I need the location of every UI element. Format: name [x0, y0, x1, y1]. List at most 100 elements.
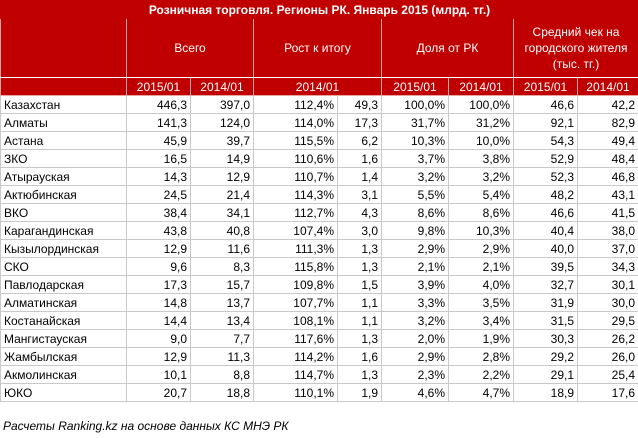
- growth-percent-cell: 115,5%: [253, 131, 338, 150]
- table-row: Карагандинская 43,8 40,8 107,4% 3,0 9,8% 10,3%…: [0, 221, 638, 240]
- avg-check-2014-cell: 82,9: [577, 113, 638, 132]
- share-2015-cell: 2,0%: [381, 329, 449, 348]
- subheader-cell: 2015/01: [513, 77, 578, 96]
- growth-value-cell: 49,3: [337, 95, 382, 114]
- region-cell: СКО: [0, 257, 127, 276]
- region-cell: Павлодарская: [0, 275, 127, 294]
- growth-value-cell: 3,1: [337, 185, 382, 204]
- avg-check-2015-cell: 46,6: [513, 203, 578, 222]
- share-2015-cell: 31,7%: [381, 113, 449, 132]
- avg-check-2014-cell: 43,1: [577, 185, 638, 204]
- growth-value-cell: 3,0: [337, 221, 382, 240]
- region-cell: ЮКО: [0, 383, 127, 402]
- region-cell: Астана: [0, 131, 127, 150]
- avg-check-2014-cell: 41,5: [577, 203, 638, 222]
- share-2014-cell: 10,0%: [448, 131, 514, 150]
- growth-value-cell: 1,1: [337, 293, 382, 312]
- header-growth: Рост к итогу: [253, 18, 382, 78]
- region-cell: ВКО: [0, 203, 127, 222]
- growth-value-cell: 1,4: [337, 167, 382, 186]
- growth-percent-cell: 112,4%: [253, 95, 338, 114]
- total-2015-cell: 43,8: [126, 221, 191, 240]
- table-row: ЮКО 20,7 18,8 110,1% 1,9 4,6% 4,7% 18,9 17,6: [0, 383, 638, 402]
- avg-check-2014-cell: 25,4: [577, 365, 638, 384]
- subheader-cell: 2015/01: [381, 77, 449, 96]
- total-2014-cell: 21,4: [190, 185, 254, 204]
- total-2014-cell: 40,8: [190, 221, 254, 240]
- total-2014-cell: 39,7: [190, 131, 254, 150]
- avg-check-2015-cell: 31,5: [513, 311, 578, 330]
- avg-check-2015-cell: 52,9: [513, 149, 578, 168]
- avg-check-2015-cell: 30,3: [513, 329, 578, 348]
- growth-percent-cell: 114,3%: [253, 185, 338, 204]
- avg-check-2014-cell: 30,0: [577, 293, 638, 312]
- growth-percent-cell: 112,7%: [253, 203, 338, 222]
- growth-percent-cell: 114,0%: [253, 113, 338, 132]
- total-2014-cell: 11,6: [190, 239, 254, 258]
- growth-value-cell: 1,3: [337, 257, 382, 276]
- share-2014-cell: 8,6%: [448, 203, 514, 222]
- share-2014-cell: 100,0%: [448, 95, 514, 114]
- share-2015-cell: 4,6%: [381, 383, 449, 402]
- table-row: Актюбинская 24,5 21,4 114,3% 3,1 5,5% 5,4% 48,2…: [0, 185, 638, 204]
- total-2015-cell: 20,7: [126, 383, 191, 402]
- share-2014-cell: 2,9%: [448, 239, 514, 258]
- total-2014-cell: 12,9: [190, 167, 254, 186]
- share-2014-cell: 2,1%: [448, 257, 514, 276]
- avg-check-2014-cell: 30,1: [577, 275, 638, 294]
- total-2015-cell: 9,0: [126, 329, 191, 348]
- growth-value-cell: 1,9: [337, 383, 382, 402]
- growth-value-cell: 1,5: [337, 275, 382, 294]
- total-2014-cell: 7,7: [190, 329, 254, 348]
- share-2015-cell: 100,0%: [381, 95, 449, 114]
- share-2015-cell: 3,2%: [381, 167, 449, 186]
- source-footnote: Расчеты Ranking.kz на основе данных КС М…: [3, 419, 289, 433]
- growth-value-cell: 1,6: [337, 149, 382, 168]
- growth-value-cell: 6,2: [337, 131, 382, 150]
- avg-check-2015-cell: 46,6: [513, 95, 578, 114]
- table-body: Казахстан 446,3 397,0 112,4% 49,3 100,0% 100,0…: [0, 95, 638, 402]
- share-2014-cell: 31,2%: [448, 113, 514, 132]
- share-2015-cell: 10,3%: [381, 131, 449, 150]
- avg-check-2014-cell: 34,3: [577, 257, 638, 276]
- avg-check-2015-cell: 54,3: [513, 131, 578, 150]
- share-2015-cell: 8,6%: [381, 203, 449, 222]
- growth-percent-cell: 114,2%: [253, 347, 338, 366]
- table-row: ВКО 38,4 34,1 112,7% 4,3 8,6% 8,6% 46,6 41,5: [0, 203, 638, 222]
- total-2015-cell: 10,1: [126, 365, 191, 384]
- table-row: СКО 9,6 8,3 115,8% 1,3 2,1% 2,1% 39,5 34,3: [0, 257, 638, 276]
- group-header-row: Всего Рост к итогу Доля от РК Средний че…: [0, 18, 638, 78]
- share-2014-cell: 1,9%: [448, 329, 514, 348]
- growth-value-cell: 1,1: [337, 311, 382, 330]
- total-2015-cell: 141,3: [126, 113, 191, 132]
- total-2014-cell: 13,7: [190, 293, 254, 312]
- table-title: Розничная торговля. Регионы РК. Январь 2…: [0, 0, 638, 19]
- avg-check-2014-cell: 38,0: [577, 221, 638, 240]
- region-cell: Атырауская: [0, 167, 127, 186]
- avg-check-2015-cell: 48,2: [513, 185, 578, 204]
- avg-check-2014-cell: 46,8: [577, 167, 638, 186]
- growth-percent-cell: 107,7%: [253, 293, 338, 312]
- total-2015-cell: 14,3: [126, 167, 191, 186]
- growth-value-cell: 1,3: [337, 365, 382, 384]
- total-2015-cell: 24,5: [126, 185, 191, 204]
- avg-check-2015-cell: 31,9: [513, 293, 578, 312]
- total-2014-cell: 8,8: [190, 365, 254, 384]
- growth-percent-cell: 115,8%: [253, 257, 338, 276]
- total-2015-cell: 38,4: [126, 203, 191, 222]
- share-2015-cell: 5,5%: [381, 185, 449, 204]
- growth-percent-cell: 110,1%: [253, 383, 338, 402]
- share-2014-cell: 2,2%: [448, 365, 514, 384]
- region-cell: Акмолинская: [0, 365, 127, 384]
- avg-check-2014-cell: 29,5: [577, 311, 638, 330]
- avg-check-2014-cell: 49,4: [577, 131, 638, 150]
- subheader-cell: 2014/01: [190, 77, 254, 96]
- subheader-row: 2015/01 2014/01 2014/01 2015/01 2014/01 …: [0, 77, 638, 96]
- total-2014-cell: 34,1: [190, 203, 254, 222]
- avg-check-2015-cell: 40,0: [513, 239, 578, 258]
- table-row: Жамбылская 12,9 11,3 114,2% 1,6 2,9% 2,8% 29,2 2…: [0, 347, 638, 366]
- total-2015-cell: 9,6: [126, 257, 191, 276]
- table-row: Кызылординская 12,9 11,6 111,3% 1,3 2,9% 2,9% 4…: [0, 239, 638, 258]
- growth-percent-cell: 117,6%: [253, 329, 338, 348]
- avg-check-2015-cell: 52,3: [513, 167, 578, 186]
